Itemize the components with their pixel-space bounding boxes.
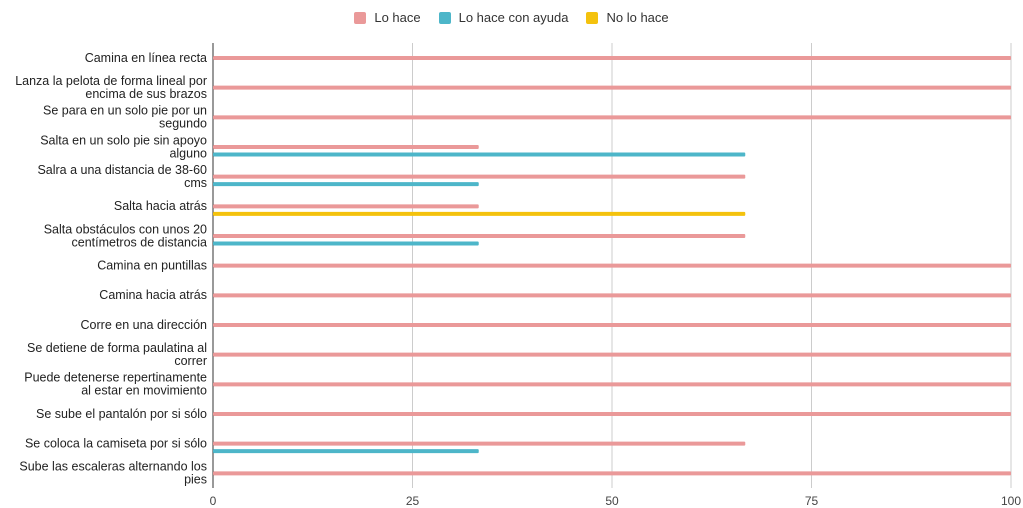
legend-item[interactable]: Lo hace — [354, 10, 421, 25]
category-label: Salta hacia atrás — [114, 199, 207, 213]
bar-lo-hace — [213, 382, 1011, 387]
bar-lo-hace-con-ayuda — [213, 152, 746, 157]
category-label: Se para en un solo pie por un — [43, 104, 207, 118]
bar-lo-hace — [213, 85, 1011, 90]
legend-swatch — [438, 11, 451, 24]
legend-swatch — [586, 11, 599, 24]
legend-label: Lo hace — [374, 10, 421, 25]
bar-lo-hace — [213, 352, 1011, 357]
legend-item[interactable]: Lo hace con ayuda — [438, 10, 569, 25]
category-label: pies — [184, 473, 207, 487]
category-label: Camina en línea recta — [85, 51, 207, 65]
legend-label: Lo hace con ayuda — [458, 10, 569, 25]
bar-lo-hace — [213, 263, 1011, 268]
x-tick-label: 50 — [605, 494, 619, 508]
category-label: Camina en puntillas — [97, 259, 207, 273]
bar-lo-hace — [213, 323, 1011, 327]
category-label: Salra a una distancia de 38-60 — [37, 163, 207, 177]
category-label: alguno — [169, 146, 207, 160]
legend-swatch — [354, 11, 367, 24]
bar-lo-hace — [213, 115, 1011, 120]
category-label: segundo — [159, 117, 207, 131]
category-label: Salta en un solo pie sin apoyo — [40, 133, 207, 147]
bar-lo-hace — [213, 174, 746, 179]
bar-lo-hace — [213, 204, 479, 209]
x-tick-label: 25 — [406, 494, 420, 508]
legend-item[interactable]: No lo hace — [586, 10, 669, 25]
category-label: Sube las escaleras alternando los — [19, 460, 207, 474]
category-label: Se sube el pantalón por si sólo — [36, 407, 207, 421]
category-label: Salta obstáculos con unos 20 — [44, 222, 207, 236]
category-label: correr — [174, 354, 207, 368]
bar-lo-hace-con-ayuda — [213, 241, 479, 246]
bar-lo-hace — [213, 234, 746, 238]
category-label: al estar en movimiento — [81, 384, 207, 398]
category-label: centímetros de distancia — [72, 235, 208, 249]
bar-lo-hace — [213, 293, 1011, 298]
category-label: Puede detenerse repertinamente — [24, 371, 207, 385]
category-label: Lanza la pelota de forma lineal por — [15, 74, 207, 88]
bar-lo-hace — [213, 471, 1011, 476]
bar-lo-hace — [213, 56, 1011, 60]
category-label: cms — [184, 176, 207, 190]
category-label: Corre en una dirección — [81, 318, 208, 332]
category-label: Camina hacia atrás — [99, 288, 207, 302]
bar-lo-hace-con-ayuda — [213, 182, 479, 187]
bar-no-lo-hace — [213, 211, 746, 216]
x-tick-label: 75 — [805, 494, 819, 508]
category-label: encima de sus brazos — [85, 87, 207, 101]
bar-lo-hace-con-ayuda — [213, 449, 479, 454]
bar-lo-hace — [213, 441, 746, 446]
chart-legend: Lo hace Lo hace con ayuda No lo hace — [0, 10, 1023, 25]
category-label: Se coloca la camiseta por si sólo — [25, 437, 207, 451]
x-tick-label: 100 — [1001, 494, 1021, 508]
bar-lo-hace — [213, 145, 479, 149]
legend-label: No lo hace — [606, 10, 669, 25]
bar-lo-hace — [213, 412, 1011, 416]
x-tick-label: 0 — [210, 494, 217, 508]
category-label: Se detiene de forma paulatina al — [27, 341, 207, 355]
